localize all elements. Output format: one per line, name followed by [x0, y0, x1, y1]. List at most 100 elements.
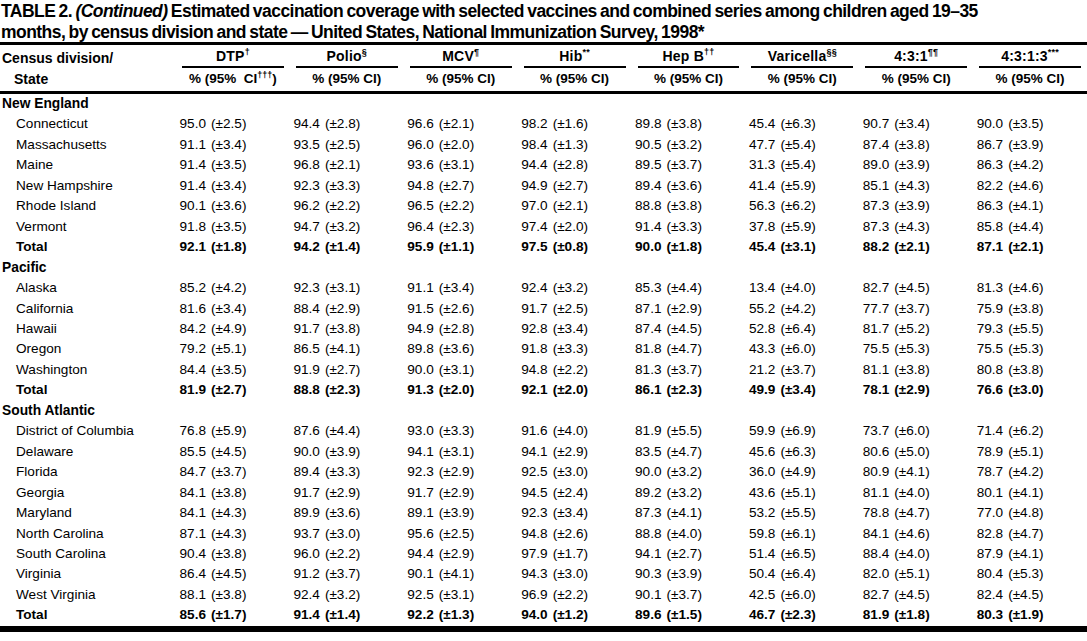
- confidence-interval: (±3.7): [894, 299, 929, 319]
- coverage-cell: 81.9(±2.7): [176, 380, 290, 400]
- coverage-cell: 94.9(±2.8): [404, 319, 518, 339]
- percent-value: 91.4: [176, 176, 206, 196]
- percent-value: 56.3: [745, 196, 775, 216]
- coverage-cell: 85.6(±1.7): [176, 605, 290, 625]
- coverage-cell: 37.8(±5.9): [745, 217, 859, 237]
- confidence-interval: (±3.4): [439, 278, 474, 298]
- coverage-cell: 85.1(±4.3): [859, 176, 973, 196]
- percent-value: 85.1: [859, 176, 889, 196]
- confidence-interval: (±2.8): [325, 114, 360, 134]
- percent-value: 81.1: [859, 483, 889, 503]
- confidence-interval: (±2.9): [553, 442, 588, 462]
- percent-value: 92.5: [404, 585, 434, 605]
- percent-value: 87.3: [859, 196, 889, 216]
- table-title: TABLE 2. (Continued) Estimated vaccinati…: [0, 0, 1087, 42]
- confidence-interval: (±3.2): [325, 217, 360, 237]
- confidence-interval: (±2.0): [439, 380, 474, 400]
- coverage-cell: 45.4(±6.3): [745, 114, 859, 134]
- confidence-interval: (±3.0): [1008, 380, 1043, 400]
- coverage-cell: 85.8(±4.4): [973, 217, 1087, 237]
- confidence-interval: (±2.7): [325, 360, 360, 380]
- coverage-cell: 89.6(±1.5): [632, 605, 746, 625]
- percent-value: 92.4: [518, 278, 548, 298]
- coverage-cell: 80.6(±5.0): [859, 442, 973, 462]
- coverage-cell: 87.1(±2.1): [973, 237, 1087, 257]
- coverage-cell: 31.3(±5.4): [745, 155, 859, 175]
- coverage-cell: 81.3(±3.7): [632, 360, 746, 380]
- confidence-interval: (±4.9): [780, 462, 815, 482]
- confidence-interval: (±3.4): [894, 114, 929, 134]
- coverage-cell: 87.3(±3.9): [859, 196, 973, 216]
- confidence-interval: (±3.5): [211, 155, 246, 175]
- percent-value: 93.0: [404, 421, 434, 441]
- percent-value: 76.6: [973, 380, 1003, 400]
- percent-value: 85.2: [176, 278, 206, 298]
- state-row: New Hampshire91.4(±3.4)92.3(±3.3)94.8(±2…: [0, 176, 1087, 196]
- percent-value: 87.1: [973, 237, 1003, 257]
- column-label: 4:3:1¶¶: [865, 47, 967, 68]
- confidence-interval: (±6.5): [780, 544, 815, 564]
- confidence-interval: (±4.5): [894, 278, 929, 298]
- percent-value: 89.8: [404, 339, 434, 359]
- confidence-interval: (±3.3): [439, 421, 474, 441]
- percent-value: 81.3: [632, 360, 662, 380]
- percent-value: 77.0: [973, 503, 1003, 523]
- coverage-cell: 97.4(±2.0): [518, 217, 632, 237]
- coverage-cell: 86.7(±3.9): [973, 135, 1087, 155]
- coverage-cell: 94.1(±2.7): [632, 544, 746, 564]
- percent-value: 79.3: [973, 319, 1003, 339]
- percent-value: 53.2: [745, 503, 775, 523]
- percent-value: 92.4: [290, 585, 320, 605]
- coverage-cell: 90.1(±3.7): [632, 585, 746, 605]
- percent-value: 91.8: [176, 217, 206, 237]
- confidence-interval: (±3.6): [439, 339, 474, 359]
- confidence-interval: (±2.5): [439, 524, 474, 544]
- percent-value: 86.3: [973, 196, 1003, 216]
- confidence-interval: (±3.4): [211, 176, 246, 196]
- percent-value: 71.4: [973, 421, 1003, 441]
- coverage-cell: 95.9(±1.1): [404, 237, 518, 257]
- percent-value: 84.1: [176, 483, 206, 503]
- coverage-cell: 90.0(±3.1): [404, 360, 518, 380]
- confidence-interval: (±4.2): [211, 278, 246, 298]
- coverage-cell: 82.0(±5.1): [859, 564, 973, 584]
- confidence-interval: (±2.2): [325, 196, 360, 216]
- coverage-cell: 92.1(±2.0): [518, 380, 632, 400]
- coverage-cell: 86.3(±4.2): [973, 155, 1087, 175]
- state-label: Hawaii: [0, 319, 176, 339]
- coverage-cell: 21.2(±3.7): [745, 360, 859, 380]
- row-header-line2: State: [0, 68, 176, 90]
- coverage-cell: 45.4(±3.1): [745, 237, 859, 257]
- coverage-cell: 89.4(±3.3): [290, 462, 404, 482]
- percent-value: 82.2: [973, 176, 1003, 196]
- state-row: North Carolina87.1(±4.3)93.7(±3.0)95.6(±…: [0, 524, 1087, 544]
- confidence-interval: (±3.7): [667, 585, 702, 605]
- state-row: Connecticut95.0(±2.5)94.4(±2.8)96.6(±2.1…: [0, 114, 1087, 134]
- confidence-interval: (±1.3): [553, 135, 588, 155]
- confidence-interval: (±3.8): [667, 196, 702, 216]
- coverage-cell: 94.4(±2.8): [290, 114, 404, 134]
- confidence-interval: (±3.7): [667, 360, 702, 380]
- percent-value: 55.2: [745, 299, 775, 319]
- confidence-interval: (±2.2): [553, 360, 588, 380]
- state-row: West Virginia88.1(±3.8)92.4(±3.2)92.5(±3…: [0, 585, 1087, 605]
- coverage-cell: 98.4(±1.3): [518, 135, 632, 155]
- percent-value: 92.8: [518, 319, 548, 339]
- coverage-cell: 89.5(±3.7): [632, 155, 746, 175]
- row-header-cell: Census division/ State: [0, 45, 176, 93]
- state-label: Virginia: [0, 564, 176, 584]
- percent-value: 86.4: [176, 564, 206, 584]
- percent-value: 84.1: [859, 524, 889, 544]
- confidence-interval: (±3.4): [211, 299, 246, 319]
- percent-value: 91.1: [176, 135, 206, 155]
- confidence-interval: (±3.3): [325, 176, 360, 196]
- column-subheader: % (95% CI): [745, 68, 859, 93]
- coverage-cell: 98.2(±1.6): [518, 114, 632, 134]
- confidence-interval: (±5.5): [780, 503, 815, 523]
- confidence-interval: (±3.5): [211, 360, 246, 380]
- coverage-cell: 46.7(±2.3): [745, 605, 859, 625]
- percent-value: 92.1: [176, 237, 206, 257]
- percent-value: 91.4: [176, 155, 206, 175]
- coverage-cell: 94.5(±2.4): [518, 483, 632, 503]
- state-label: Georgia: [0, 483, 176, 503]
